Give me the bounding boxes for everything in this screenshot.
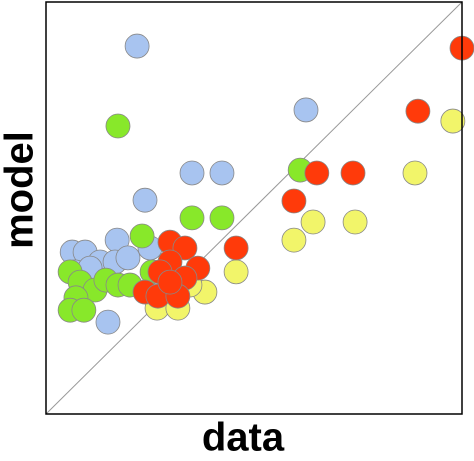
point [304, 160, 330, 186]
point [223, 259, 249, 285]
diagonal-reference [45, 1, 463, 415]
point [124, 33, 150, 59]
point [71, 297, 97, 323]
point [293, 97, 319, 123]
point [340, 160, 366, 186]
y-axis-label: model [0, 131, 42, 249]
point [402, 160, 428, 186]
point [95, 309, 121, 335]
point [281, 188, 307, 214]
point [342, 209, 368, 235]
point [281, 227, 307, 253]
point [223, 235, 249, 261]
point [157, 269, 183, 295]
point [405, 98, 431, 124]
point [105, 113, 131, 139]
point [132, 187, 158, 213]
point [209, 160, 235, 186]
point [440, 108, 466, 134]
point [179, 160, 205, 186]
plot-frame [45, 1, 463, 415]
points [57, 33, 474, 335]
point [179, 205, 205, 231]
point [300, 209, 326, 235]
point [115, 245, 141, 271]
point [209, 205, 235, 231]
point [129, 223, 155, 249]
x-axis-label: data [202, 416, 285, 460]
